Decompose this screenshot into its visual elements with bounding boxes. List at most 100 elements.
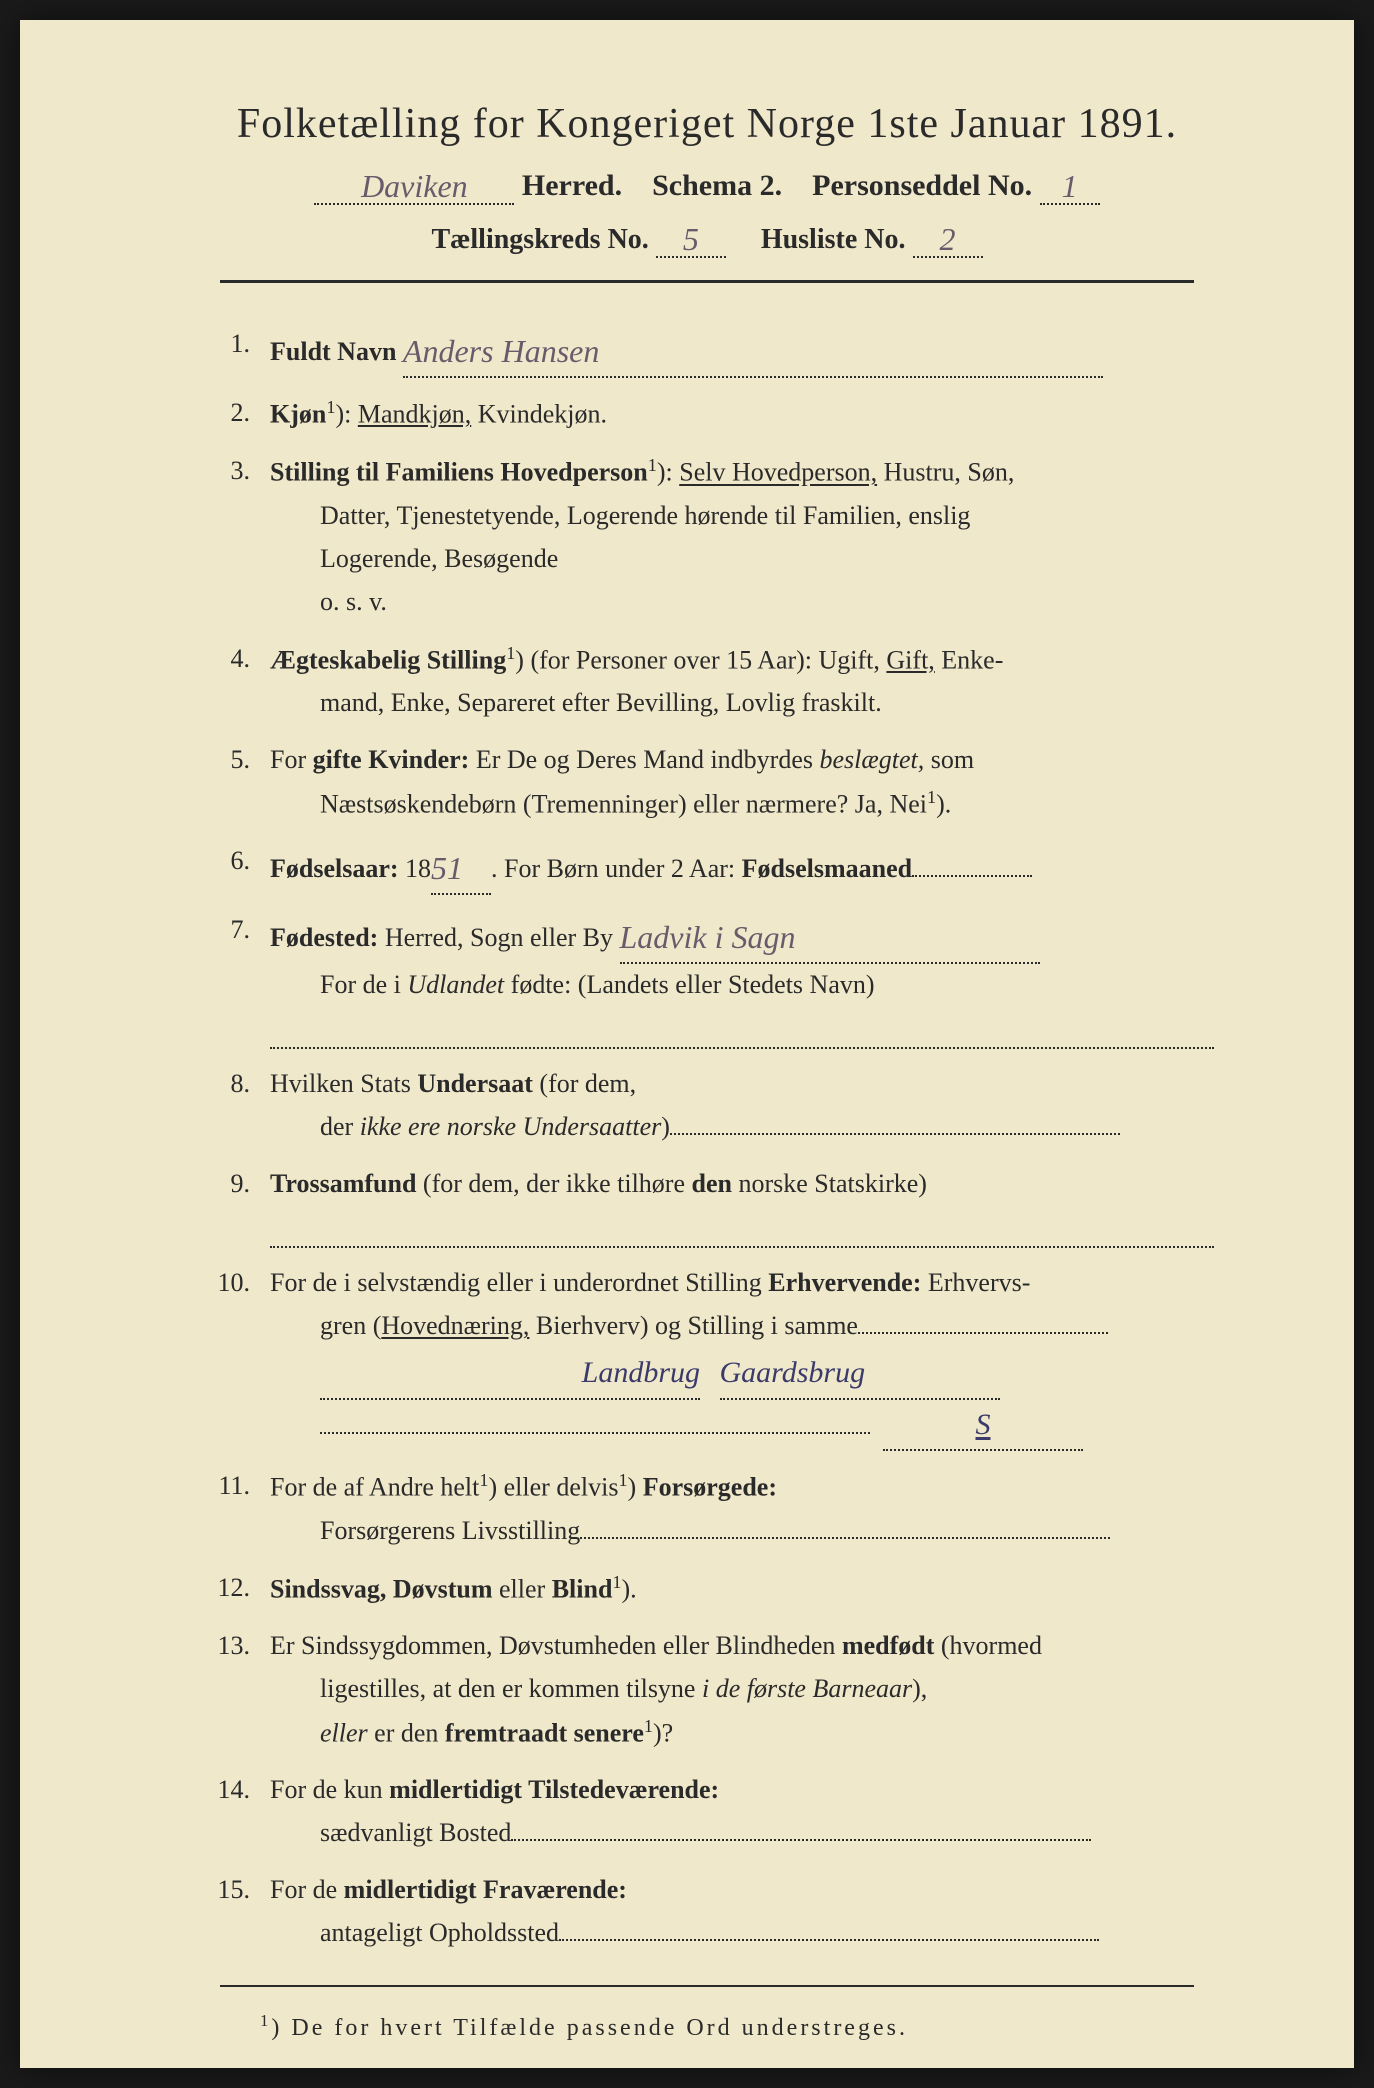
item-number: 9. — [210, 1163, 270, 1248]
item-number: 6. — [210, 840, 270, 895]
occupation-3: S — [976, 1408, 991, 1441]
blank-field — [912, 875, 1032, 877]
field-label: Sindssvag, Døvstum — [270, 1574, 493, 1603]
personseddel-label: Personseddel No. — [812, 169, 1032, 202]
item-10: 10. For de i selvstændig eller i underor… — [210, 1262, 1214, 1451]
text: ) eller delvis — [488, 1473, 618, 1502]
husliste-no: 2 — [940, 221, 956, 257]
text: Er De og Deres Mand indbyrdes — [469, 745, 819, 774]
divider-top — [220, 280, 1194, 283]
text: Enke- — [935, 645, 1004, 674]
birthplace-value: Ladvik i Sagn — [620, 919, 796, 955]
item-number: 14. — [210, 1769, 270, 1855]
item-number: 1. — [210, 323, 270, 378]
item-number: 7. — [210, 909, 270, 1049]
text: (hvormed — [934, 1631, 1042, 1660]
taellingskreds-label: Tællingskreds No. — [431, 224, 648, 255]
text: For — [270, 745, 313, 774]
text: ). — [622, 1574, 637, 1603]
continuation: gren (Hovednæring, Bierhverv) og Stillin… — [270, 1305, 1214, 1348]
item-8: 8. Hvilken Stats Undersaat (for dem, der… — [210, 1063, 1214, 1149]
blank-field — [670, 1133, 1120, 1135]
item-1: 1. Fuldt Navn Anders Hansen — [210, 323, 1214, 378]
text: som — [924, 745, 974, 774]
field-label: Fødselsmaaned — [742, 854, 912, 883]
continuation: sædvanligt Bosted — [270, 1812, 1214, 1855]
item-5: 5. For gifte Kvinder: Er De og Deres Man… — [210, 739, 1214, 826]
item-number: 10. — [210, 1262, 270, 1451]
continuation: Datter, Tjenestetyende, Logerende hørend… — [270, 495, 1214, 538]
personseddel-no: 1 — [1062, 168, 1078, 204]
selected-value: Selv Hovedperson, — [679, 458, 877, 487]
blank-field — [320, 1432, 870, 1434]
sup: 1 — [612, 1572, 621, 1592]
text: . For Børn under 2 Aar: — [491, 854, 742, 883]
item-number: 11. — [210, 1465, 270, 1552]
continuation: eller er den fremtraadt senere1)? — [270, 1711, 1214, 1756]
continuation: Landbrug Gaardsbrug — [270, 1348, 1214, 1400]
form-items: 1. Fuldt Navn Anders Hansen 2. Kjøn1): M… — [180, 323, 1234, 1955]
text: For de af Andre helt — [270, 1473, 479, 1502]
text: eller — [493, 1574, 552, 1603]
selected-value: Gift, — [886, 645, 934, 674]
field-label: Ægteskabelig Stilling — [270, 645, 506, 674]
field-label: Fuldt Navn — [270, 337, 396, 366]
blank-line — [270, 1013, 1214, 1049]
text: ): — [335, 399, 357, 428]
text: ): — [657, 458, 679, 487]
italic-text: beslægtet, — [820, 745, 925, 774]
item-4: 4. Ægteskabelig Stilling1) (for Personer… — [210, 638, 1214, 725]
item-11: 11. For de af Andre helt1) eller delvis1… — [210, 1465, 1214, 1552]
text: For de — [270, 1875, 344, 1904]
item-13: 13. Er Sindssygdommen, Døvstumheden elle… — [210, 1625, 1214, 1755]
taellingskreds-no: 5 — [683, 221, 699, 257]
text: 18 — [399, 854, 432, 883]
field-label: Trossamfund — [270, 1169, 416, 1198]
item-number: 5. — [210, 739, 270, 826]
item-number: 8. — [210, 1063, 270, 1149]
sup: 1 — [506, 643, 515, 663]
item-12: 12. Sindssvag, Døvstum eller Blind1). — [210, 1567, 1214, 1612]
schema-label: Schema 2. — [652, 169, 782, 202]
blank-field — [858, 1332, 1108, 1334]
item-number: 2. — [210, 392, 270, 437]
text: (for dem, der ikke tilhøre — [416, 1169, 691, 1198]
text: Hustru, Søn, — [877, 458, 1014, 487]
text: norske Statskirke) — [732, 1169, 927, 1198]
item-number: 13. — [210, 1625, 270, 1755]
bold-text: den — [692, 1169, 732, 1198]
occupation-2: Gaardsbrug — [720, 1356, 866, 1389]
field-label: medfødt — [842, 1631, 934, 1660]
item-6: 6. Fødselsaar: 1851. For Børn under 2 Aa… — [210, 840, 1214, 895]
continuation: Logerende, Besøgende — [270, 538, 1214, 581]
text: For de i selvstændig eller i underordnet… — [270, 1268, 768, 1297]
footnote-sup: 1 — [260, 2011, 271, 2030]
item-2: 2. Kjøn1): Mandkjøn, Kvindekjøn. — [210, 392, 1214, 437]
item-15: 15. For de midlertidigt Fraværende: anta… — [210, 1869, 1214, 1955]
item-14: 14. For de kun midlertidigt Tilstedevære… — [210, 1769, 1214, 1855]
field-label: Undersaat — [417, 1069, 533, 1098]
herred-value: Daviken — [361, 168, 468, 204]
field-label: Erhvervende: — [768, 1268, 921, 1297]
name-value: Anders Hansen — [403, 333, 599, 369]
header-line-2: Daviken Herred. Schema 2. Personseddel N… — [180, 166, 1234, 205]
field-label: Forsørgede: — [643, 1473, 777, 1502]
item-number: 12. — [210, 1567, 270, 1612]
header-line-3: Tællingskreds No. 5 Husliste No. 2 — [180, 219, 1234, 258]
blank-line — [270, 1212, 1214, 1248]
field-label: Stilling til Familiens Hovedperson — [270, 458, 648, 487]
field-label: Fødested: — [270, 923, 378, 952]
text: Herred, Sogn eller By — [378, 923, 613, 952]
continuation: antageligt Opholdssted — [270, 1912, 1214, 1955]
occupation-1: Landbrug — [582, 1356, 700, 1389]
item-7: 7. Fødested: Herred, Sogn eller By Ladvi… — [210, 909, 1214, 1049]
field-label: gifte Kvinder: — [313, 745, 470, 774]
blank-field — [559, 1939, 1099, 1941]
footnote: 1) De for hvert Tilfælde passende Ord un… — [180, 2011, 1234, 2042]
bold-text: Blind — [552, 1574, 613, 1603]
item-9: 9. Trossamfund (for dem, der ikke tilhør… — [210, 1163, 1214, 1248]
page-title: Folketælling for Kongeriget Norge 1ste J… — [180, 100, 1234, 148]
text: Erhvervs- — [921, 1268, 1030, 1297]
field-label: midlertidigt Fraværende: — [344, 1875, 627, 1904]
text: Er Sindssygdommen, Døvstumheden eller Bl… — [270, 1631, 842, 1660]
